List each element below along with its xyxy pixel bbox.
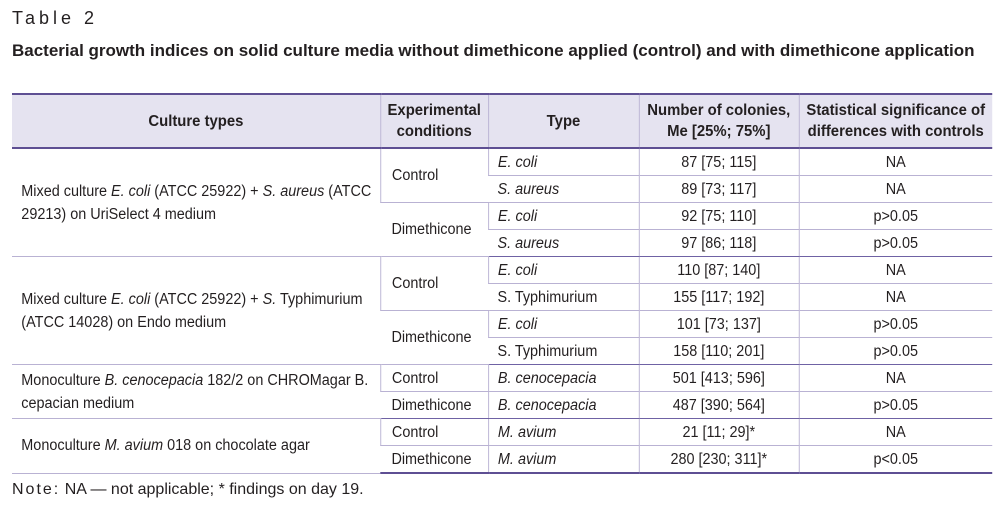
note-label: Note:: [12, 481, 61, 498]
table-row: S. aureus 97 [86; 118] p>0.05: [12, 229, 993, 257]
table-row: Monoculture M. avium 018 on chocolate ag…: [12, 418, 993, 474]
culture-type-cell: Monoculture B. cenocepacia 182/2 on CHRO…: [12, 364, 381, 419]
organism-type-cell: B. cenocepacia: [487, 391, 639, 419]
culture-text: Typhimurium (ATCC 14028) on Endo medium: [21, 290, 363, 331]
table-row: Dimethicone E. coli 92 [75; 110] p>0.05: [12, 202, 993, 257]
culture-text: 182/2 on CHROMagar B. cepacian medium: [21, 371, 369, 412]
header-culture-types: Culture types: [12, 93, 381, 149]
culture-type-cell: Monoculture M. avium 018 on chocolate ag…: [12, 418, 381, 474]
condition-cell: Control: [379, 364, 489, 392]
organism-type-cell: S. aureus: [488, 175, 639, 203]
condition-cell: Control: [379, 148, 489, 203]
colonies-cell: 89 [73; 117]: [638, 175, 799, 203]
organism-type-cell: M. avium: [487, 445, 639, 474]
culture-type-cell: Mixed culture E. coli (ATCC 25922) + S. …: [12, 256, 381, 365]
colonies-cell: 158 [110; 201]: [638, 337, 799, 365]
colonies-cell: 487 [390; 564]: [638, 391, 799, 419]
table-caption: Bacterial growth indices on solid cultur…: [12, 41, 975, 60]
table-body: Mixed culture E. coli (ATCC 25922) + S. …: [12, 148, 993, 474]
header-experimental-conditions: Experimental conditions: [379, 93, 489, 149]
table-label: Table 2: [12, 8, 99, 28]
colonies-cell: 97 [86; 118]: [638, 229, 799, 257]
significance-cell: p<0.05: [798, 445, 993, 474]
culture-text: Mixed culture: [21, 290, 112, 308]
colonies-cell: 92 [75; 110]: [638, 202, 799, 230]
organism-name: E. coli: [111, 290, 151, 308]
condition-cell: Dimethicone: [380, 445, 489, 474]
note-text: NA — not applicable; * findings on day 1…: [60, 481, 364, 498]
header-number-of-colonies: Number of colonies, Me [25%; 75%]: [638, 93, 799, 149]
culture-text: (ATCC 25922) +: [150, 182, 263, 200]
organism-name: B. cenocepacia: [104, 371, 204, 389]
header-statistical-significance: Statistical significance of differences …: [798, 93, 993, 149]
organism-type-cell: M. avium: [487, 418, 639, 446]
table-row: Mixed culture E. coli (ATCC 25922) + S. …: [12, 256, 993, 365]
significance-cell: NA: [798, 175, 993, 203]
organism-type-cell: S. aureus: [488, 229, 639, 257]
significance-cell: p>0.05: [798, 202, 993, 230]
colonies-cell: 155 [117; 192]: [638, 283, 799, 311]
organism-name: M. avium: [104, 437, 164, 455]
culture-type-cell: Mixed culture E. coli (ATCC 25922) + S. …: [12, 148, 381, 257]
table-row: Dimethicone E. coli 101 [73; 137] p>0.05: [12, 310, 993, 365]
organism-type-text: S. Typhimurium: [497, 288, 598, 306]
organism-type-cell: E. coli: [487, 310, 639, 338]
significance-cell: NA: [798, 148, 993, 176]
table-row: S. Typhimurium 158 [110; 201] p>0.05: [12, 337, 993, 365]
header-type: Type: [487, 93, 639, 149]
organism-type-cell: E. coli: [487, 256, 639, 284]
significance-cell: NA: [798, 364, 993, 392]
table-row: Dimethicone M. avium 280 [230; 311]* p<0.05: [12, 445, 993, 474]
colonies-cell: 501 [413; 596]: [638, 364, 799, 392]
significance-cell: NA: [798, 418, 993, 446]
condition-cell: Dimethicone: [380, 391, 489, 419]
colonies-cell: 87 [75; 115]: [638, 148, 799, 176]
culture-text: Monoculture: [21, 371, 105, 389]
results-table: Culture types Experimental conditions Ty…: [12, 93, 993, 474]
organism-type-text: S. Typhimurium: [497, 342, 598, 360]
colonies-cell: 101 [73; 137]: [638, 310, 799, 338]
significance-cell: NA: [798, 256, 993, 284]
condition-cell: Dimethicone: [380, 202, 489, 257]
organism-type-cell: S. Typhimurium: [488, 337, 639, 365]
organism-type-cell: E. coli: [487, 202, 639, 230]
table-row: Mixed culture E. coli (ATCC 25922) + S. …: [12, 148, 993, 257]
culture-text: Mixed culture: [21, 182, 112, 200]
organism-type-cell: S. Typhimurium: [488, 283, 639, 311]
culture-text: 018 on chocolate agar: [163, 437, 310, 455]
culture-text: (ATCC 29213) on UriSelect 4 medium: [21, 182, 372, 223]
condition-cell: Dimethicone: [380, 310, 489, 365]
organism-type-cell: B. cenocepacia: [487, 364, 639, 392]
significance-cell: NA: [798, 283, 993, 311]
culture-text: (ATCC 25922) +: [150, 290, 263, 308]
condition-cell: Control: [379, 256, 489, 311]
significance-cell: p>0.05: [798, 337, 993, 365]
header-row: Culture types Experimental conditions Ty…: [12, 93, 993, 149]
colonies-cell: 280 [230; 311]*: [638, 445, 799, 474]
culture-text: Monoculture: [21, 437, 105, 455]
table-row: Monoculture B. cenocepacia 182/2 on CHRO…: [12, 364, 993, 419]
organism-type-cell: E. coli: [487, 148, 639, 176]
table-row: Dimethicone B. cenocepacia 487 [390; 564] p…: [12, 391, 993, 419]
table-row: S. aureus 89 [73; 117] NA: [12, 175, 993, 203]
significance-cell: p>0.05: [798, 310, 993, 338]
colonies-cell: 21 [11; 29]*: [638, 418, 799, 446]
colonies-cell: 110 [87; 140]: [638, 256, 799, 284]
significance-cell: p>0.05: [798, 391, 993, 419]
organism-name: S. aureus: [262, 182, 325, 200]
table-note: Note: NA — not applicable; * findings on…: [12, 481, 364, 499]
significance-cell: p>0.05: [798, 229, 993, 257]
organism-name: S.: [262, 290, 277, 308]
table-row: S. Typhimurium 155 [117; 192] NA: [12, 283, 993, 311]
organism-name: E. coli: [111, 182, 151, 200]
condition-cell: Control: [379, 418, 489, 446]
